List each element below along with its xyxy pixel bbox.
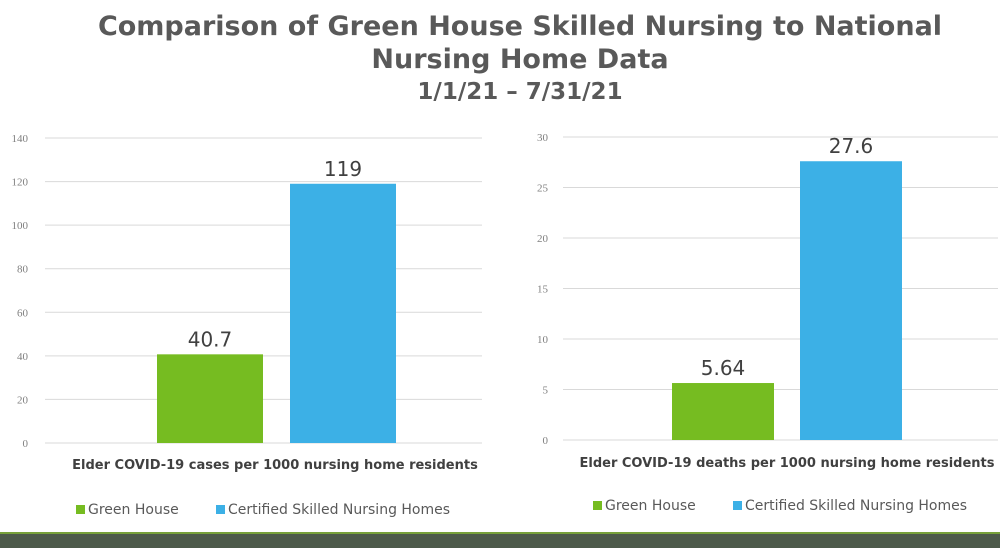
cases-y-tick-label: 20 xyxy=(17,394,29,406)
cases-y-tick-label: 80 xyxy=(17,264,29,276)
cases-legend-label: Certified Skilled Nursing Homes xyxy=(228,502,450,518)
deaths-data-label: 5.64 xyxy=(701,356,746,380)
deaths-y-tick-label: 30 xyxy=(537,132,549,144)
cases-legend-label: Green House xyxy=(88,502,179,518)
cases-legend-swatch xyxy=(76,505,85,514)
cases-legend-swatch xyxy=(216,505,225,514)
footer-bar xyxy=(0,534,1000,548)
deaths-y-tick-label: 25 xyxy=(537,183,549,195)
deaths-y-tick-label: 20 xyxy=(537,233,549,245)
title-block: Comparison of Green House Skilled Nursin… xyxy=(0,10,1000,106)
chart-subtitle: 1/1/21 – 7/31/21 xyxy=(417,79,623,105)
cases-x-axis-label: Elder COVID-19 cases per 1000 nursing ho… xyxy=(72,458,478,473)
deaths-y-tick-label: 5 xyxy=(543,385,549,397)
cases-y-tick-label: 60 xyxy=(17,307,29,319)
cases-y-tick-label: 140 xyxy=(12,133,29,145)
cases-y-tick-label: 100 xyxy=(12,220,29,232)
deaths-y-tick-label: 0 xyxy=(543,435,549,447)
deaths-y-tick-label: 15 xyxy=(537,284,549,296)
deaths-legend-label: Certified Skilled Nursing Homes xyxy=(745,498,967,514)
chart-title-line-1: Comparison of Green House Skilled Nursin… xyxy=(97,11,943,42)
deaths-legend-swatch xyxy=(733,501,742,510)
deaths-bar-green-house xyxy=(672,383,774,440)
footer-accent-line xyxy=(0,532,1000,534)
cases-y-tick-label: 0 xyxy=(23,438,29,450)
cases-data-label: 40.7 xyxy=(188,327,233,351)
deaths-legend-label: Green House xyxy=(605,498,696,514)
cases-y-tick-label: 40 xyxy=(17,351,29,363)
cases-y-tick-label: 120 xyxy=(12,177,29,189)
chart-title-line-2: Nursing Home Data xyxy=(371,44,669,75)
deaths-x-axis-label: Elder COVID-19 deaths per 1000 nursing h… xyxy=(579,456,994,471)
cases-bar-green-house xyxy=(157,354,263,443)
cases-bar-certified-skilled-nursing xyxy=(290,183,396,443)
deaths-legend-swatch xyxy=(593,501,602,510)
deaths-y-tick-label: 10 xyxy=(537,334,549,346)
deaths-data-label: 27.6 xyxy=(829,134,874,158)
deaths-bar-certified-skilled-nursing xyxy=(800,161,902,441)
cases-data-label: 119 xyxy=(324,157,362,181)
